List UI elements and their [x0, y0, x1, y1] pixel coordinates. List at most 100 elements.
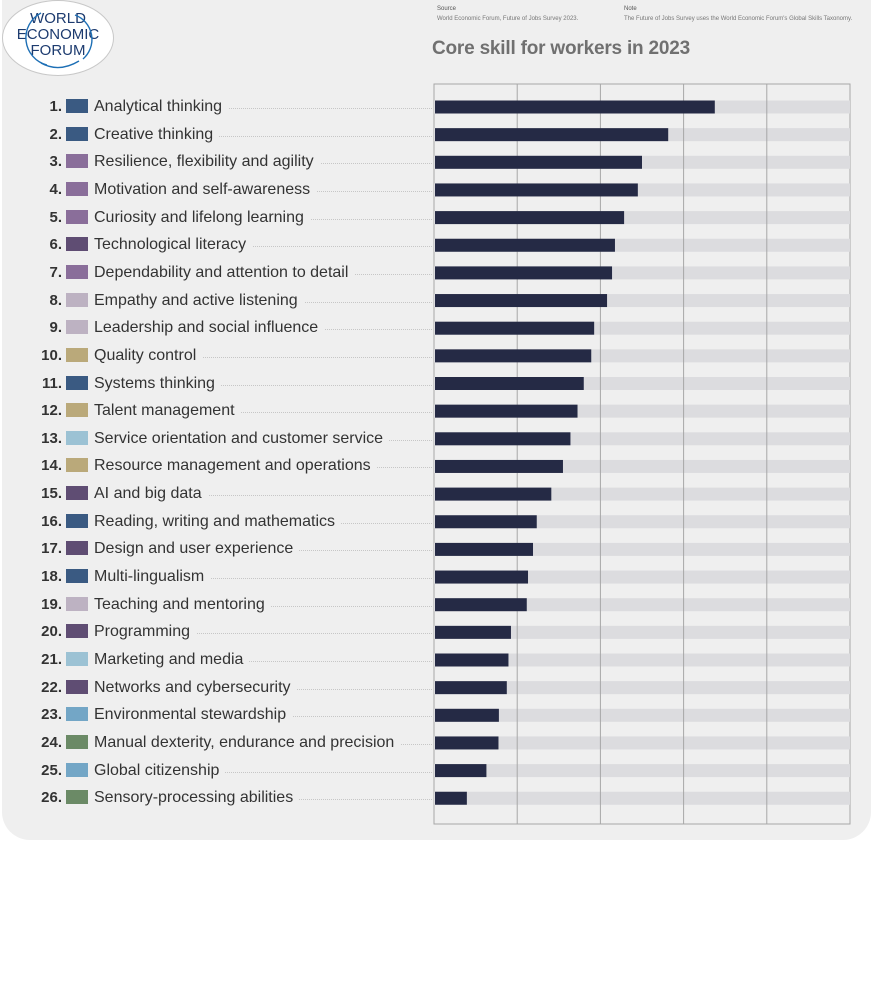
logo-line-3: FORUM — [31, 42, 86, 59]
category-swatch — [66, 790, 88, 805]
bar-track — [434, 625, 850, 639]
skill-rank: 9. — [49, 319, 62, 337]
category-swatch — [66, 458, 88, 473]
category-swatch — [66, 209, 88, 224]
bar-12 — [435, 404, 578, 418]
skill-rank: 26. — [41, 789, 62, 807]
skill-label: Dependability and attention to detail — [94, 260, 355, 285]
category-swatch — [66, 237, 88, 252]
skill-rank: 23. — [41, 706, 62, 724]
category-swatch — [66, 347, 88, 362]
skill-label: Systems thinking — [94, 371, 221, 396]
note-text: The Future of Jobs Survey uses the World… — [624, 16, 853, 22]
bar-track — [434, 570, 850, 584]
bar-14 — [435, 459, 563, 473]
skill-rank: 16. — [41, 512, 62, 530]
bar-2 — [435, 128, 669, 142]
skill-rank: 10. — [41, 346, 62, 364]
bar-10 — [435, 349, 592, 363]
category-swatch — [66, 541, 88, 556]
category-swatch — [66, 264, 88, 279]
bar-15 — [435, 487, 552, 501]
leader-dots — [94, 633, 432, 635]
skill-rank: 3. — [49, 153, 62, 171]
skill-label: Leadership and social influence — [94, 316, 325, 341]
bar-track — [434, 681, 850, 695]
bar-track — [434, 791, 850, 805]
skill-rank: 18. — [41, 568, 62, 586]
skill-label: Teaching and mentoring — [94, 592, 271, 617]
skill-label: Resilience, flexibility and agility — [94, 150, 320, 175]
skill-rank: 11. — [41, 374, 62, 392]
skill-rank: 8. — [49, 291, 62, 309]
leader-dots — [94, 661, 432, 662]
plot-frame — [433, 83, 851, 825]
category-swatch — [66, 652, 88, 666]
bar-8 — [435, 294, 608, 308]
category-swatch — [66, 99, 88, 113]
skill-label: Manual dexterity, endurance and precisio… — [94, 730, 401, 755]
skill-label: Talent management — [94, 399, 241, 424]
category-swatch — [66, 181, 88, 196]
skill-rank: 6. — [49, 236, 62, 254]
skill-label: Technological literacy — [94, 233, 253, 258]
bar-track — [434, 736, 850, 750]
category-swatch — [66, 292, 88, 307]
category-swatch — [66, 320, 88, 335]
source-block: Source World Economic Forum, Future of J… — [437, 4, 578, 24]
skill-label: Sensory-processing abilities — [94, 786, 300, 811]
bar-5 — [435, 211, 625, 225]
skill-rank: 21. — [41, 651, 62, 668]
skill-rank: 13. — [41, 429, 62, 447]
skill-rank: 12. — [41, 402, 62, 420]
category-swatch — [66, 596, 88, 611]
skill-rank: 24. — [41, 733, 62, 751]
leader-dots — [94, 384, 432, 386]
skill-rank: 14. — [41, 457, 62, 475]
bar-track — [434, 653, 850, 667]
category-swatch — [66, 513, 88, 528]
category-swatch — [66, 569, 88, 584]
chart-card: WORLD ECONOMIC FORUM Source World Econom… — [2, 0, 871, 840]
skill-label: Quality control — [94, 343, 203, 368]
logo-line-2: ECONOMIC — [17, 26, 100, 43]
bar-9 — [435, 321, 595, 335]
bar-track — [434, 598, 850, 612]
bar-6 — [435, 238, 615, 252]
bar-11 — [435, 377, 584, 390]
bar-19 — [435, 598, 527, 612]
bar-track — [434, 764, 850, 778]
skill-label: Marketing and media — [94, 648, 250, 672]
skill-label: AI and big data — [94, 482, 208, 507]
skill-label: Global citizenship — [94, 758, 226, 783]
skill-rank: 17. — [41, 540, 62, 558]
category-swatch — [66, 486, 88, 501]
leader-dots — [94, 108, 432, 109]
bar-24 — [435, 736, 499, 750]
skill-rank: 7. — [49, 263, 62, 281]
bar-17 — [435, 542, 534, 556]
bar-chart — [433, 83, 851, 825]
bar-18 — [435, 570, 529, 584]
leader-dots — [94, 412, 432, 414]
category-swatch — [66, 624, 88, 639]
bar-3 — [435, 155, 642, 169]
skill-rank: 4. — [49, 180, 62, 198]
bar-track — [434, 515, 850, 529]
bar-4 — [435, 183, 638, 197]
skill-label: Design and user experience — [94, 537, 300, 562]
note-heading: Note — [624, 6, 637, 12]
category-swatch — [66, 734, 88, 749]
skill-label: Empathy and active listening — [94, 288, 304, 313]
skill-rank: 15. — [41, 485, 62, 503]
skill-label: Reading, writing and mathematics — [94, 509, 342, 534]
category-swatch — [66, 430, 88, 445]
skill-rank: 22. — [41, 678, 62, 696]
skill-rank: 5. — [49, 208, 62, 226]
skill-label: Motivation and self-awareness — [94, 177, 317, 202]
source-heading: Source — [437, 6, 457, 12]
category-swatch — [66, 375, 88, 390]
bar-25 — [435, 764, 487, 778]
skill-label: Service orientation and customer service — [94, 426, 390, 451]
bar-track — [434, 542, 850, 556]
